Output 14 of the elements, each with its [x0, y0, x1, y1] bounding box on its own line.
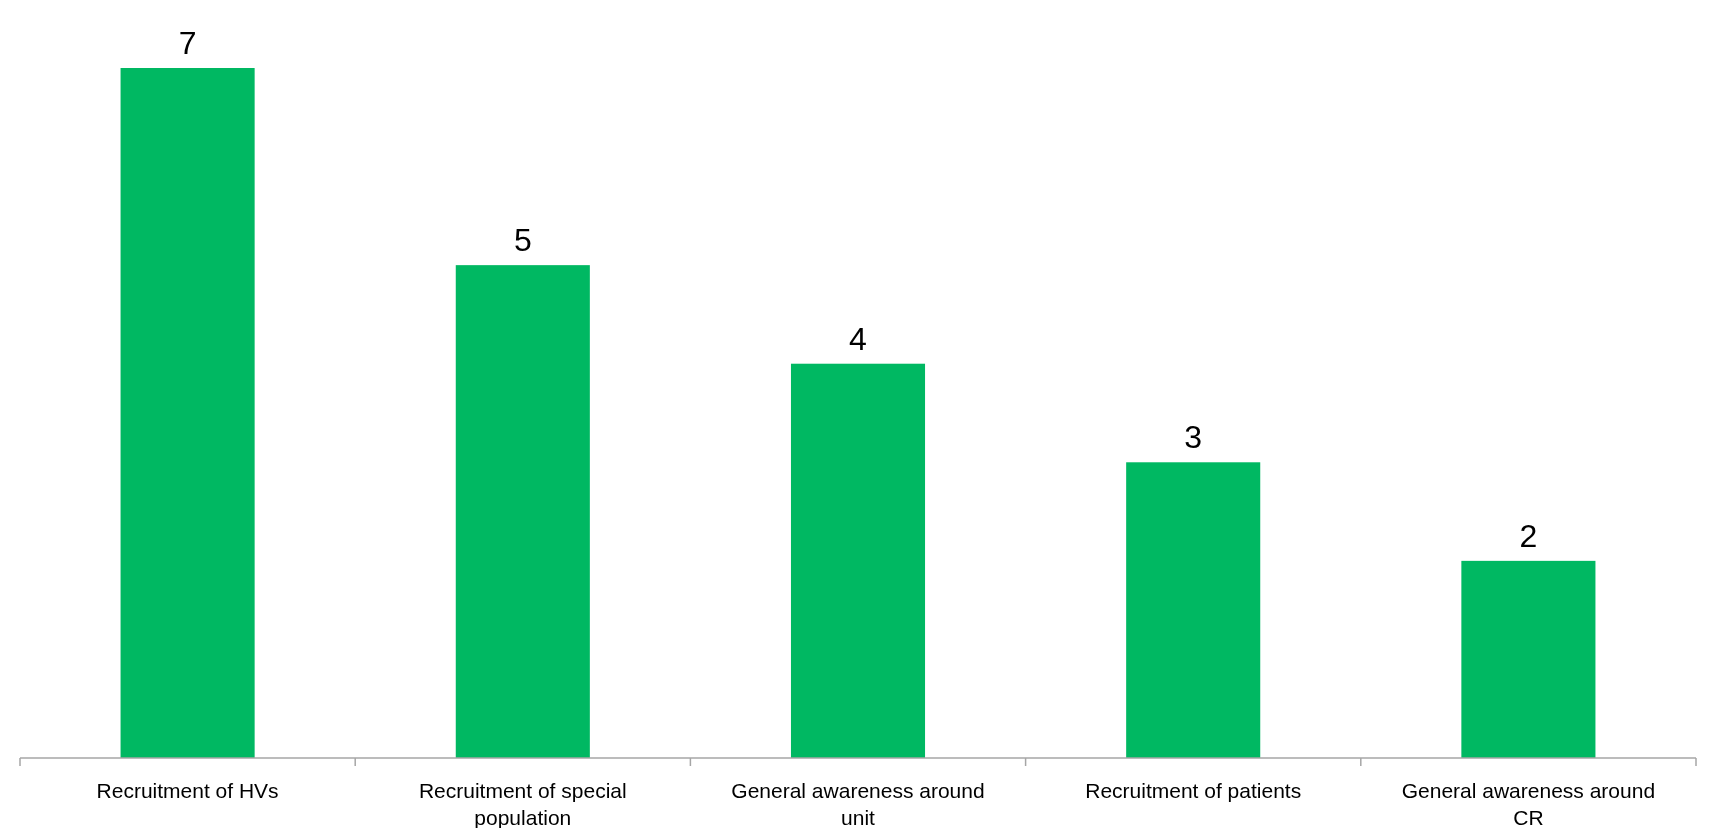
- x-tick-label: General awareness around CR: [1401, 779, 1656, 829]
- bar: [1461, 560, 1596, 758]
- bar: [790, 363, 926, 758]
- data-label: 2: [1519, 517, 1538, 554]
- data-label: 3: [1184, 419, 1203, 456]
- bar: [1126, 462, 1261, 758]
- data-label: 4: [849, 320, 867, 357]
- bar: [455, 265, 590, 758]
- x-tick-label: Recruitment of HVs: [96, 779, 279, 802]
- x-tick-label: Recruitment of patients: [1085, 779, 1302, 802]
- x-tick-label: General awareness around unit: [731, 779, 985, 829]
- data-label: 5: [513, 222, 532, 259]
- bar: [120, 68, 255, 758]
- data-label: 7: [178, 25, 197, 61]
